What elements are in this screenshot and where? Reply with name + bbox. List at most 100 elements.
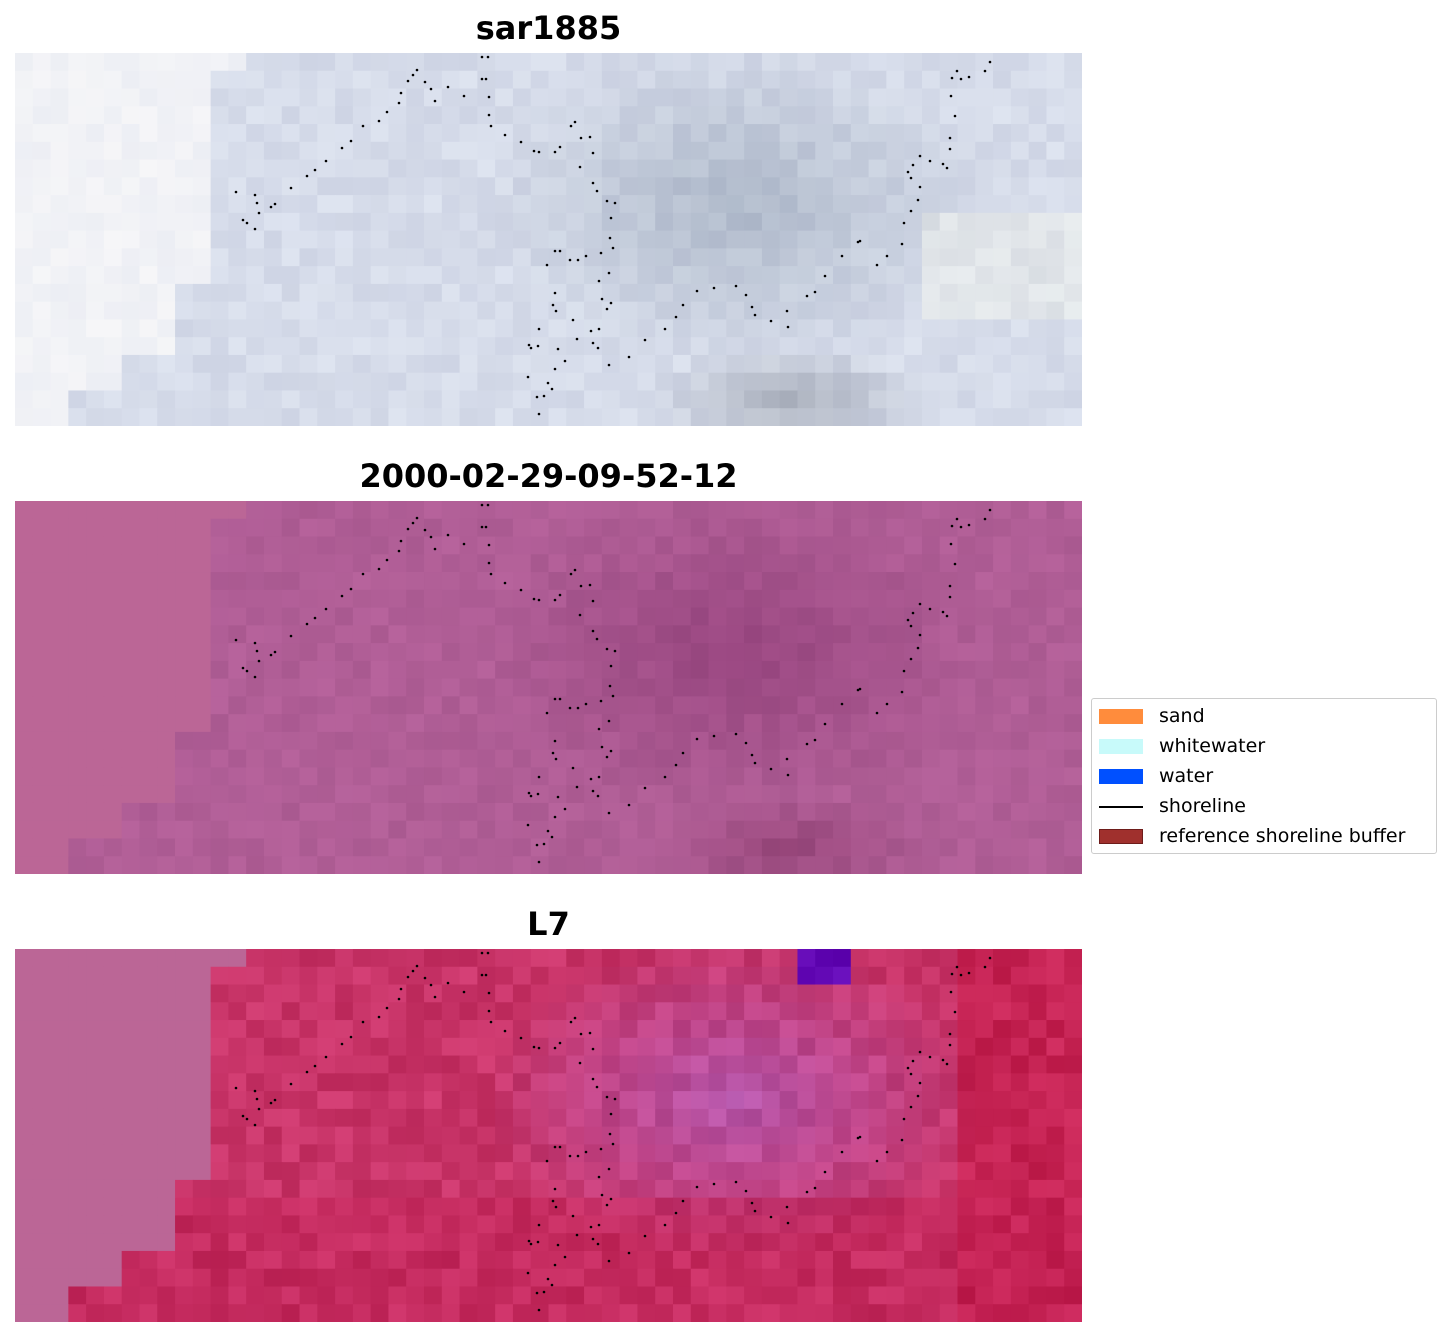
image-pixel xyxy=(690,106,710,125)
image-pixel xyxy=(210,1233,229,1252)
image-pixel xyxy=(886,1268,905,1288)
shoreline-point xyxy=(918,602,922,606)
image-pixel xyxy=(495,589,514,609)
image-pixel xyxy=(263,1055,283,1074)
image-pixel xyxy=(175,283,194,303)
image-pixel xyxy=(672,319,692,338)
image-pixel xyxy=(993,266,1012,285)
image-pixel xyxy=(904,643,923,662)
image-pixel xyxy=(281,195,301,214)
image-pixel xyxy=(566,678,585,697)
image-pixel xyxy=(921,820,941,840)
image-pixel xyxy=(921,518,941,538)
image-pixel xyxy=(1028,536,1048,555)
image-pixel xyxy=(299,1286,318,1305)
image-pixel xyxy=(975,949,994,968)
image-pixel xyxy=(1028,159,1048,178)
image-pixel xyxy=(1010,536,1030,555)
image-pixel xyxy=(263,589,283,609)
image-pixel xyxy=(744,660,763,680)
image-pixel xyxy=(157,266,176,285)
image-pixel xyxy=(246,856,265,874)
image-pixel xyxy=(975,1020,994,1039)
image-pixel xyxy=(868,1002,887,1021)
image-pixel xyxy=(424,966,443,986)
image-pixel xyxy=(335,70,354,90)
image-pixel xyxy=(939,408,959,426)
image-pixel xyxy=(797,643,816,662)
image-pixel xyxy=(86,966,105,986)
image-pixel xyxy=(637,53,656,72)
image-pixel xyxy=(833,749,852,769)
image-pixel xyxy=(921,749,941,769)
image-pixel xyxy=(335,248,354,267)
legend-label: whitewater xyxy=(1159,735,1266,757)
image-pixel xyxy=(797,106,816,125)
image-pixel xyxy=(530,88,550,107)
shoreline-point xyxy=(605,755,609,759)
image-pixel xyxy=(726,1055,745,1074)
image-pixel xyxy=(548,607,567,626)
image-pixel xyxy=(192,1073,212,1092)
image-pixel xyxy=(317,572,336,591)
image-pixel xyxy=(868,53,887,72)
shoreline-point xyxy=(584,1150,588,1154)
shoreline-point xyxy=(563,359,567,363)
image-pixel xyxy=(68,1020,87,1039)
image-pixel xyxy=(210,767,229,786)
image-pixel xyxy=(939,785,959,804)
image-pixel xyxy=(103,1286,123,1305)
shoreline-point xyxy=(537,775,541,779)
image-pixel xyxy=(370,820,390,840)
image-pixel xyxy=(939,714,959,733)
image-pixel xyxy=(459,212,478,232)
image-pixel xyxy=(299,1126,318,1145)
image-pixel xyxy=(68,1233,87,1252)
image-pixel xyxy=(655,372,674,392)
shoreline-point xyxy=(423,976,427,980)
image-pixel xyxy=(121,607,141,626)
image-pixel xyxy=(210,572,229,591)
image-pixel xyxy=(406,518,425,538)
image-pixel xyxy=(566,856,585,874)
image-pixel xyxy=(192,536,212,555)
image-pixel xyxy=(32,1091,52,1110)
panel-title-2: 2000-02-29-09-52-12 xyxy=(359,457,738,495)
image-pixel xyxy=(601,856,621,874)
image-pixel xyxy=(1046,856,1065,874)
image-pixel xyxy=(370,195,390,214)
image-pixel xyxy=(228,195,247,214)
image-pixel xyxy=(530,195,550,214)
image-pixel xyxy=(50,319,69,338)
image-pixel xyxy=(726,749,745,769)
image-pixel xyxy=(370,248,390,267)
image-pixel xyxy=(441,1037,461,1057)
image-pixel xyxy=(815,1073,834,1092)
shoreline-point xyxy=(769,319,773,323)
image-pixel xyxy=(779,88,799,107)
image-pixel xyxy=(761,643,781,662)
shoreline-point xyxy=(945,1062,949,1066)
image-pixel xyxy=(975,660,994,680)
image-pixel xyxy=(601,1144,621,1163)
image-pixel xyxy=(921,607,941,626)
image-pixel xyxy=(601,1233,621,1252)
image-pixel xyxy=(335,88,354,107)
image-pixel xyxy=(246,802,265,822)
image-pixel xyxy=(868,1162,887,1181)
image-pixel xyxy=(32,337,52,356)
image-pixel xyxy=(139,1037,158,1057)
image-pixel xyxy=(1010,678,1030,697)
image-pixel xyxy=(566,266,585,285)
image-pixel xyxy=(175,785,194,804)
image-pixel xyxy=(459,572,478,591)
image-pixel xyxy=(281,785,301,804)
image-pixel xyxy=(726,88,745,107)
shoreline-point xyxy=(576,1154,580,1158)
image-pixel xyxy=(957,714,976,733)
image-pixel xyxy=(655,124,674,143)
image-pixel xyxy=(406,1073,425,1092)
image-pixel xyxy=(15,1037,34,1057)
image-pixel xyxy=(957,802,976,822)
image-pixel xyxy=(566,1037,585,1057)
